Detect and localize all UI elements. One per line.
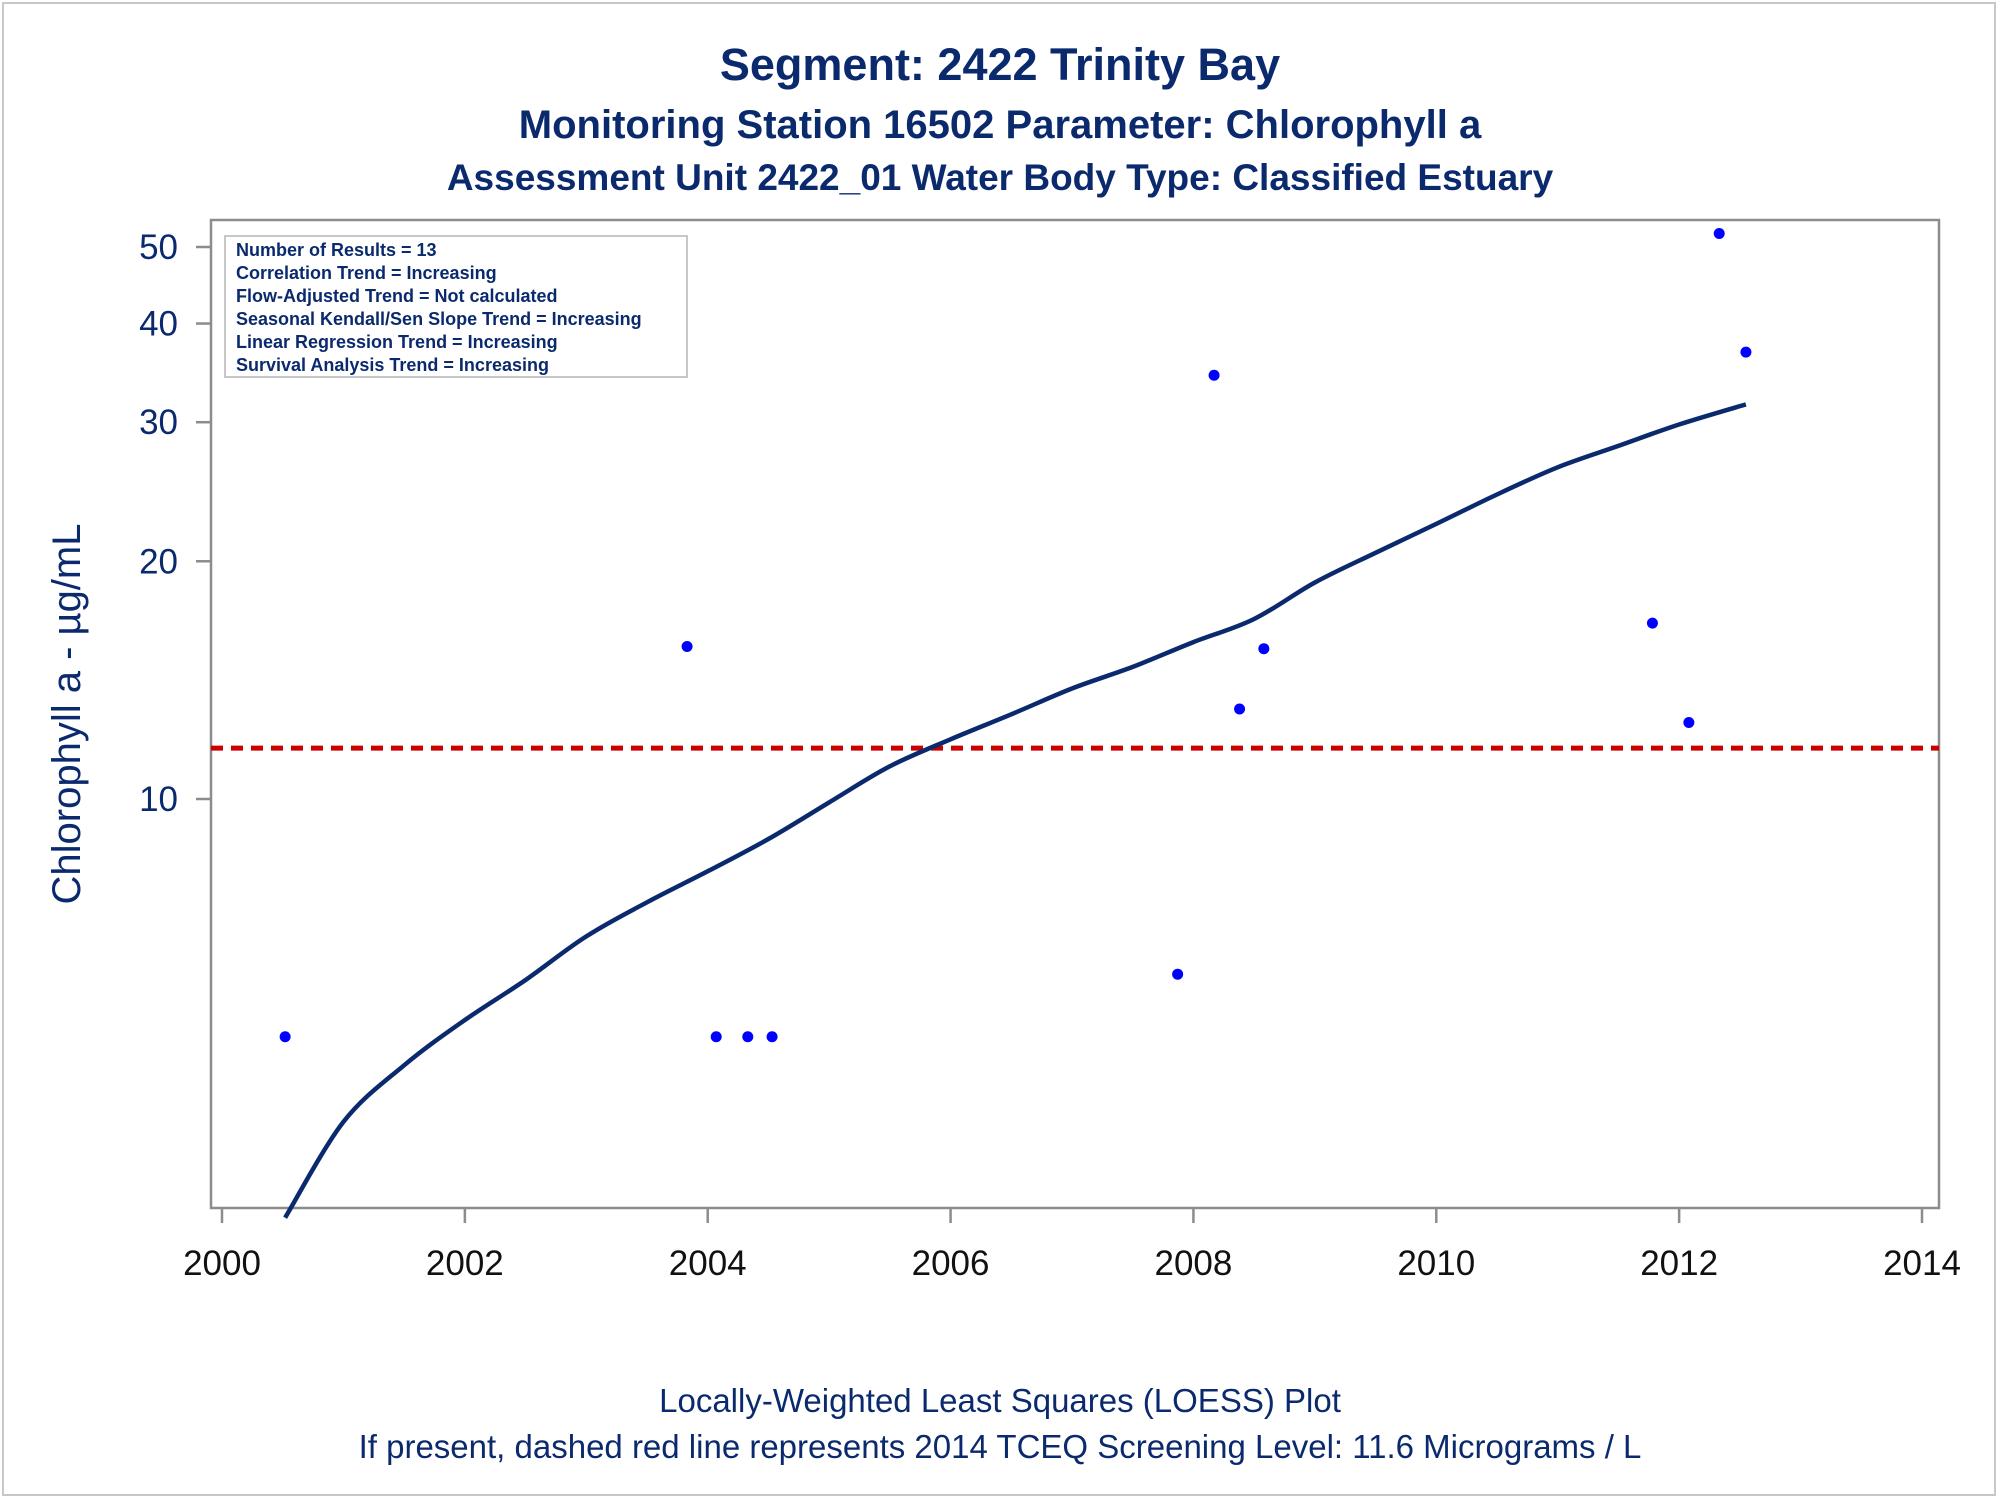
chart-subtitle-assessment: Assessment Unit 2422_01 Water Body Type:… (447, 157, 1554, 198)
y-tick-label-30: 30 (139, 403, 178, 442)
stats-number-of-results: Number of Results = 13 (236, 240, 437, 260)
data-point-2 (681, 640, 693, 652)
y-tick-label-10: 10 (139, 780, 178, 819)
data-point-12 (1713, 228, 1725, 240)
data-point-1 (279, 1031, 291, 1043)
x-axis: 2000 2002 2004 2006 2008 2010 2012 2014 (183, 1208, 1961, 1283)
data-point-4 (742, 1031, 754, 1043)
loess-layer (283, 402, 1747, 1219)
data-point-8 (1234, 703, 1246, 715)
data-point-13 (1740, 346, 1752, 358)
x-tick-label-2002: 2002 (426, 1244, 504, 1283)
x-tick-label-2010: 2010 (1397, 1244, 1475, 1283)
data-point-6 (1172, 968, 1184, 980)
x-tick-label-2006: 2006 (912, 1244, 990, 1283)
x-tick-label-2012: 2012 (1640, 1244, 1718, 1283)
data-point-5 (766, 1031, 778, 1043)
stats-box-frame (224, 235, 688, 378)
stats-linear-regression-trend: Linear Regression Trend = Increasing (236, 332, 558, 352)
stats-seasonal-kendall-trend: Seasonal Kendall/Sen Slope Trend = Incre… (236, 309, 642, 329)
footnote-loess: Locally-Weighted Least Squares (LOESS) P… (659, 1382, 1341, 1419)
y-tick-label-40: 40 (139, 305, 178, 344)
loess-curve (283, 402, 1747, 1219)
data-point-9 (1258, 643, 1270, 655)
y-axis-label: Chlorophyll a - µg/mL (45, 524, 89, 905)
stats-correlation-trend: Correlation Trend = Increasing (236, 263, 497, 283)
y-axis: 10 20 30 40 50 (139, 228, 211, 819)
data-point-11 (1683, 716, 1695, 728)
data-point-3 (710, 1031, 722, 1043)
stats-survival-analysis-trend: Survival Analysis Trend = Increasing (236, 355, 549, 375)
x-tick-label-2000: 2000 (183, 1244, 261, 1283)
y-tick-label-50: 50 (139, 228, 178, 267)
data-point-7 (1208, 369, 1220, 381)
stats-flow-adjusted-trend: Flow-Adjusted Trend = Not calculated (236, 286, 558, 306)
data-point-10 (1646, 617, 1658, 629)
x-tick-label-2014: 2014 (1883, 1244, 1961, 1283)
x-tick-label-2008: 2008 (1154, 1244, 1232, 1283)
data-points-layer (279, 228, 1752, 1043)
chart-title: Segment: 2422 Trinity Bay (720, 39, 1280, 90)
footnote-screening-level: If present, dashed red line represents 2… (359, 1428, 1642, 1465)
plot-area (209, 218, 1941, 1210)
chart-subtitle-station: Monitoring Station 16502 Parameter: Chlo… (519, 103, 1482, 147)
x-tick-label-2004: 2004 (669, 1244, 747, 1283)
y-tick-label-20: 20 (139, 542, 178, 581)
stats-box: Number of Results = 13 Correlation Trend… (224, 235, 688, 378)
